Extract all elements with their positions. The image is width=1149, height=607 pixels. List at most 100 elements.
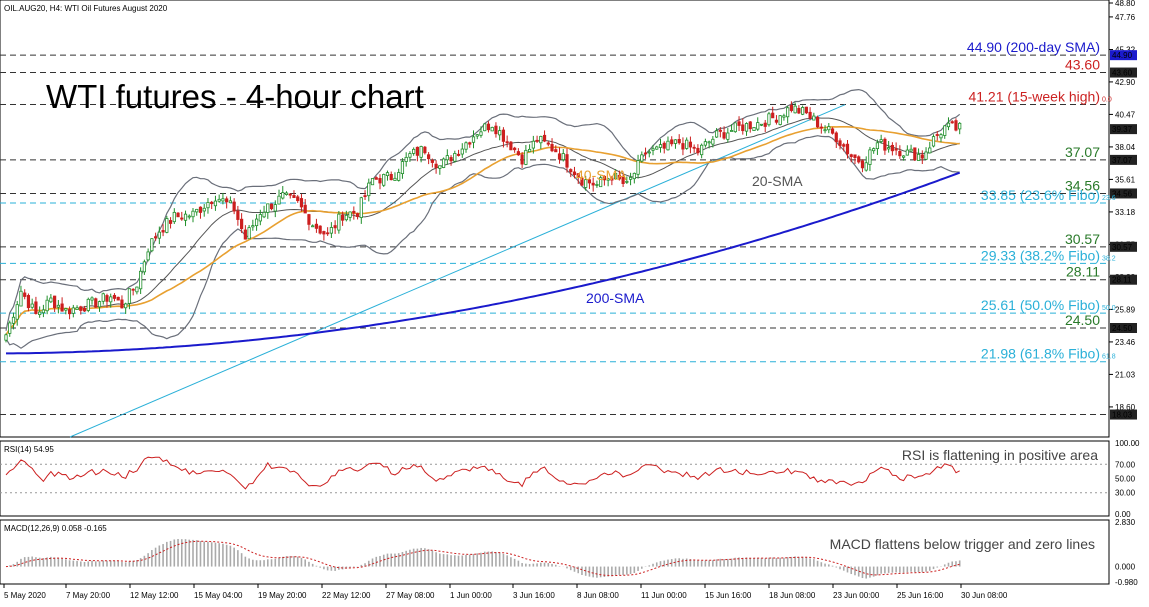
price-tag-label: 28.11 bbox=[1112, 276, 1132, 285]
candle-body bbox=[191, 210, 195, 218]
candle-body bbox=[733, 122, 737, 133]
level-label: 41.21 (15-week high) bbox=[968, 89, 1100, 105]
candle-body bbox=[759, 123, 764, 126]
candle-body bbox=[423, 146, 427, 154]
candle-body bbox=[11, 316, 16, 324]
y-tick-label: 38.04 bbox=[1115, 143, 1136, 152]
candle-body bbox=[430, 159, 434, 163]
candle-body bbox=[445, 155, 449, 161]
candle-body bbox=[707, 141, 711, 144]
rsi-tick-label: 30.00 bbox=[1115, 489, 1136, 498]
candle-body bbox=[67, 309, 72, 315]
candle-body bbox=[449, 157, 453, 162]
candle-body bbox=[247, 227, 251, 240]
level-label: 44.90 (200-day SMA) bbox=[967, 39, 1100, 55]
rsi-line bbox=[5, 456, 960, 490]
candle-body bbox=[213, 200, 218, 207]
level-label: 37.07 bbox=[1065, 144, 1100, 160]
candle-body bbox=[254, 218, 259, 227]
candle-body bbox=[483, 123, 487, 132]
candle-body bbox=[767, 113, 771, 126]
candle-body bbox=[883, 138, 887, 151]
macd-annotation: MACD flattens below trigger and zero lin… bbox=[830, 536, 1095, 552]
rsi-tick-label: 0.00 bbox=[1115, 510, 1131, 519]
candle-body bbox=[23, 292, 27, 297]
candle-body bbox=[412, 148, 416, 154]
candle-body bbox=[475, 134, 479, 137]
y-tick-label: 47.76 bbox=[1115, 13, 1136, 22]
y-tick-label: 23.46 bbox=[1115, 338, 1136, 347]
candle-body bbox=[277, 195, 281, 205]
candle-body bbox=[808, 111, 812, 119]
candle-body bbox=[464, 142, 468, 150]
candle-body bbox=[38, 311, 42, 316]
chart-header: OIL.AUG20, H4: WTI Oil Futures August 20… bbox=[4, 4, 168, 13]
x-tick-label: 15 May 04:00 bbox=[194, 591, 243, 600]
candle-body bbox=[393, 177, 397, 181]
candle-body bbox=[939, 134, 943, 139]
price-tag-label: 18.03 bbox=[1112, 411, 1133, 420]
candle-body bbox=[404, 156, 408, 162]
candle-body bbox=[778, 115, 782, 125]
level-label: 30.57 bbox=[1065, 231, 1100, 247]
candle-body bbox=[427, 154, 431, 160]
candle-body bbox=[651, 148, 655, 151]
candle-body bbox=[288, 193, 292, 196]
candle-body bbox=[34, 301, 38, 314]
price-tag-label: 44.90 bbox=[1112, 51, 1133, 60]
candle-body bbox=[296, 196, 300, 202]
candle-body bbox=[516, 151, 520, 156]
price-tag-label: 34.56 bbox=[1112, 189, 1133, 198]
candle-body bbox=[655, 146, 659, 150]
level-label: 21.98 (61.8% Fibo) bbox=[981, 346, 1100, 362]
candle-body bbox=[90, 297, 94, 301]
candle-body bbox=[617, 174, 621, 180]
candle-body bbox=[243, 229, 247, 240]
candle-body bbox=[528, 148, 532, 153]
candle-body bbox=[819, 126, 823, 129]
candle-body bbox=[804, 106, 808, 114]
rsi-panel-frame bbox=[0, 440, 1110, 517]
candle-body bbox=[677, 138, 681, 144]
candle-body bbox=[606, 178, 610, 181]
candle-body bbox=[494, 125, 498, 135]
x-tick-label: 19 May 20:00 bbox=[258, 591, 307, 600]
level-label: 43.60 bbox=[1065, 57, 1100, 73]
candle-body bbox=[849, 154, 853, 158]
candle-body bbox=[715, 130, 719, 138]
candle-body bbox=[857, 156, 861, 163]
candle-body bbox=[225, 198, 229, 203]
candle-body bbox=[79, 306, 83, 311]
candle-body bbox=[135, 286, 139, 293]
candle-body bbox=[535, 139, 539, 142]
candle-body bbox=[632, 172, 636, 180]
candle-body bbox=[318, 225, 322, 234]
candle-body bbox=[355, 213, 360, 217]
y-tick-label: 18.60 bbox=[1115, 403, 1136, 412]
price-tag bbox=[1110, 50, 1137, 61]
level-label: 33.85 (23.6% Fibo) bbox=[981, 187, 1100, 203]
x-tick-label: 23 Jun 00:00 bbox=[833, 591, 880, 600]
candle-body bbox=[842, 144, 846, 147]
candle-body bbox=[741, 124, 745, 132]
candle-body bbox=[49, 297, 53, 303]
x-tick-label: 27 May 08:00 bbox=[386, 591, 435, 600]
candle-body bbox=[221, 198, 225, 202]
candle-body bbox=[232, 201, 236, 212]
candle-body bbox=[898, 150, 902, 157]
candle-body bbox=[722, 132, 726, 139]
candle-body bbox=[636, 160, 640, 175]
candle-body bbox=[838, 140, 842, 146]
level-label: 24.50 bbox=[1065, 312, 1100, 328]
candle-body bbox=[468, 142, 472, 145]
candle-body bbox=[943, 125, 947, 136]
candle-body bbox=[176, 212, 180, 218]
candle-body bbox=[195, 208, 199, 213]
candle-body bbox=[546, 142, 550, 145]
candle-body bbox=[210, 201, 214, 205]
candle-body bbox=[834, 132, 838, 143]
candle-body bbox=[116, 296, 120, 301]
candle-body bbox=[879, 139, 883, 142]
price-tag bbox=[1110, 241, 1137, 252]
candle-body bbox=[370, 178, 375, 186]
